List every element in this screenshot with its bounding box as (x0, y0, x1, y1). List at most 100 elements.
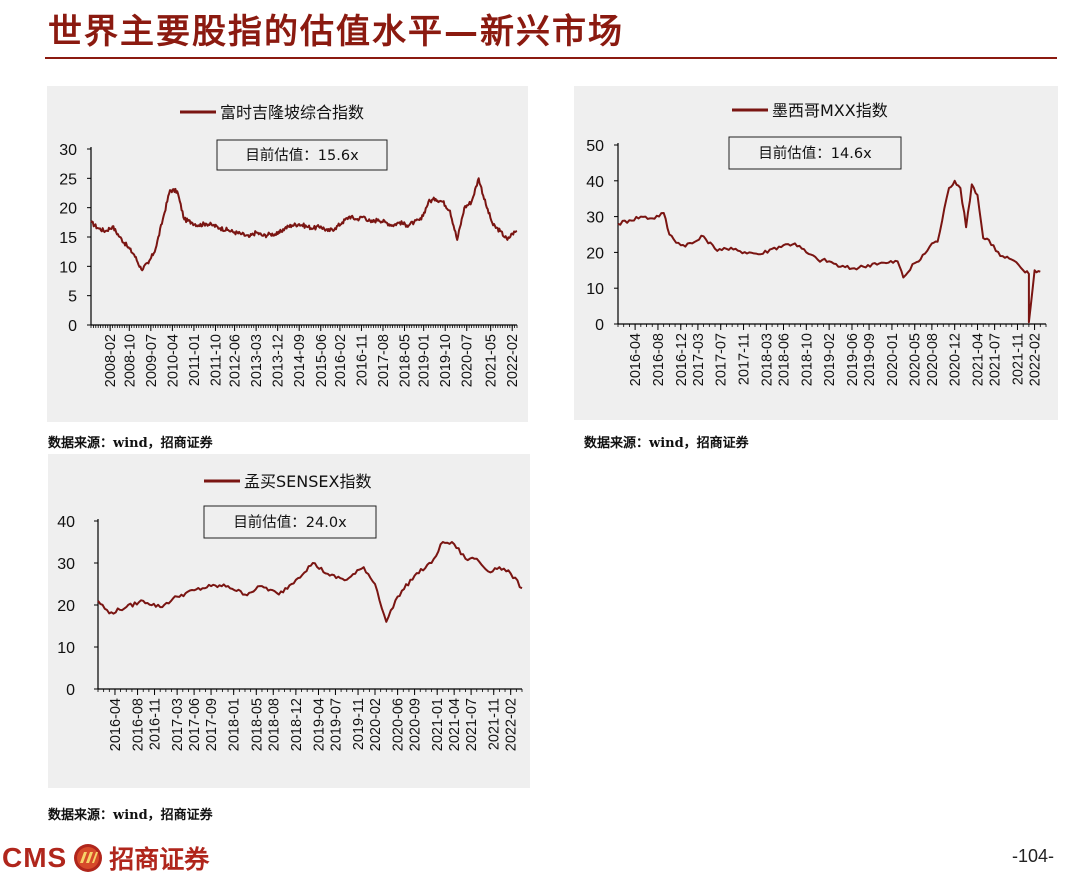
y-tick-label: 20 (57, 598, 75, 615)
annotation-text: 目前估值：24.0x (233, 514, 347, 531)
x-tick-label: 2020-05 (908, 333, 924, 386)
x-tick-label: 2017-09 (204, 698, 220, 751)
y-tick-label: 30 (59, 142, 77, 159)
x-tick-label: 2018-06 (776, 333, 792, 386)
annotation-text: 目前估值：15.6x (245, 147, 359, 164)
x-tick-label: 2015-06 (314, 334, 330, 387)
chart-panel-klci: 富时吉隆坡综合指数目前估值：15.6x 0 5 10 15 20 25 30 2008-02 20… (47, 86, 528, 422)
y-tick-label: 40 (57, 514, 75, 531)
y-tick-label: 25 (59, 171, 77, 188)
x-tick-label: 2016-08 (651, 333, 667, 386)
y-tick-label: 0 (595, 317, 604, 334)
legend-label: 墨西哥MXX指数 (772, 101, 888, 120)
page-number: -104- (1011, 846, 1054, 866)
x-tick-label: 2011-01 (187, 334, 203, 386)
x-tick-label: 2016-12 (674, 333, 690, 386)
y-tick-label: 0 (68, 318, 77, 335)
x-tick-label: 2021-04 (971, 333, 987, 386)
x-tick-label: 2020-02 (368, 698, 384, 751)
x-tick-label: 2016-04 (108, 698, 124, 751)
source-note-2: 数据来源：wind，招商证券 (584, 436, 749, 451)
x-tick-label: 2018-12 (289, 698, 305, 751)
annotation-box (216, 139, 388, 171)
x-tick-label: 2012-06 (228, 334, 244, 387)
y-tick-label: 5 (68, 289, 77, 306)
x-tick-label: 2022-02 (505, 334, 521, 387)
y-tick-label: 40 (586, 174, 604, 191)
logo-text: CMS (2, 842, 68, 873)
title-rule (45, 57, 1057, 59)
x-tick-label: 2017-08 (376, 334, 392, 387)
x-tick-label: 2019-11 (351, 698, 367, 750)
source-note-3: 数据来源：wind，招商证券 (48, 808, 213, 823)
x-tick-label: 2020-06 (391, 698, 407, 751)
x-tick-label: 2018-05 (249, 698, 265, 751)
x-tick-label: 2022-02 (504, 698, 520, 751)
x-tick-label: 2019-02 (822, 333, 838, 386)
logo-name: 招商证券 (109, 845, 210, 874)
chart-panel-mxx: 墨西哥MXX指数目前估值：14.6x 0 10 20 30 40 50 2016-04 2016… (574, 86, 1058, 420)
x-tick-label: 2019-09 (862, 333, 878, 386)
x-tick-label: 2016-11 (354, 334, 370, 386)
x-tick-label: 2021-07 (464, 698, 480, 751)
legend-label: 孟买SENSEX指数 (244, 472, 371, 491)
x-tick-label: 2016-08 (131, 698, 147, 751)
y-tick-label: 30 (57, 556, 75, 573)
series-line (90, 177, 518, 272)
y-tick-label: 30 (586, 210, 604, 227)
x-tick-label: 2021-05 (484, 334, 500, 387)
y-tick-label: 20 (586, 245, 604, 262)
x-tick-label: 2014-09 (292, 334, 308, 387)
x-tick-label: 2019-01 (417, 334, 433, 387)
y-tick-label: 15 (59, 230, 77, 247)
x-tick-label: 2017-06 (187, 698, 203, 751)
x-tick-label: 2020-01 (885, 333, 901, 386)
x-tick-label: 2018-03 (759, 333, 775, 386)
chart-panel-sensex: 孟买SENSEX指数 目前估值：24.0x 0 10 20 30 40 2016-04 2016… (48, 454, 530, 788)
x-tick-label: 2017-11 (737, 333, 753, 385)
x-tick-label: 2021-11 (1010, 333, 1026, 385)
x-tick-label: 2013-12 (271, 334, 287, 387)
x-tick-label: 2017-03 (170, 698, 186, 751)
x-tick-label: 2017-03 (691, 333, 707, 386)
annotation-box (728, 136, 902, 170)
x-tick-label: 2016-02 (333, 334, 349, 387)
y-tick-label: 50 (586, 138, 604, 155)
x-tick-label: 2020-12 (948, 333, 964, 386)
y-tick-label: 20 (59, 201, 77, 218)
x-tick-label: 2019-10 (438, 334, 454, 387)
x-tick-label: 2010-04 (165, 334, 181, 387)
emblem-icon (74, 844, 103, 872)
x-tick-label: 2020-08 (925, 333, 941, 386)
x-tick-label: 2021-04 (447, 698, 463, 751)
footer-logo: CMS 招商证券 (2, 838, 209, 878)
x-tick-label: 2016-11 (148, 698, 164, 750)
y-tick-label: 10 (586, 281, 604, 298)
annotation-box (203, 505, 377, 539)
x-tick-label: 2021-11 (487, 698, 503, 750)
x-tick-label: 2018-01 (227, 698, 243, 751)
source-note-1: 数据来源：wind，招商证券 (48, 436, 213, 451)
x-tick-label: 2021-01 (430, 698, 446, 751)
x-tick-label: 2018-10 (799, 333, 815, 386)
x-tick-label: 2022-02 (1028, 333, 1044, 386)
annotation-text: 目前估值：14.6x (758, 145, 872, 162)
x-tick-label: 2019-07 (328, 698, 344, 751)
x-tick-label: 2019-06 (845, 333, 861, 386)
y-tick-label: 0 (66, 682, 75, 699)
x-tick-label: 2021-07 (988, 333, 1004, 386)
x-tick-label: 2009-07 (144, 334, 160, 387)
x-tick-label: 2018-08 (266, 698, 282, 751)
series-line (617, 179, 1041, 324)
x-tick-label: 2011-10 (208, 334, 224, 386)
x-tick-label: 2017-07 (714, 333, 730, 386)
x-tick-label: 2018-05 (398, 334, 414, 387)
x-tick-label: 2016-04 (628, 333, 644, 386)
y-tick-label: 10 (59, 259, 77, 276)
legend-label: 富时吉隆坡综合指数 (220, 103, 364, 122)
x-tick-label: 2008-02 (103, 334, 119, 387)
x-tick-label: 2020-09 (408, 698, 424, 751)
